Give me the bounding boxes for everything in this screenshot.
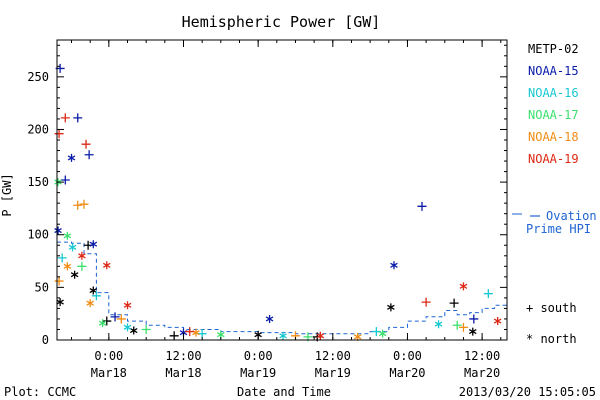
noaa-16-south-point bbox=[197, 329, 207, 339]
x-tick-date-label: Mar20 bbox=[464, 366, 500, 380]
plot-frame bbox=[56, 39, 508, 341]
y-axis-label: P [GW] bbox=[0, 173, 14, 216]
noaa-15-south-point bbox=[110, 312, 120, 322]
metp-02-south-point bbox=[102, 316, 112, 326]
legend-noaa-17: NOAA-17 bbox=[528, 108, 579, 122]
legend: METP-02 NOAA-15 NOAA-16 NOAA-17 NOAA-18 NOAA-… bbox=[512, 42, 597, 236]
noaa-19-north-point bbox=[102, 261, 111, 270]
noaa-19-south-point bbox=[185, 327, 195, 337]
noaa-15-north-point bbox=[67, 153, 76, 162]
x-tick-date-label: Mar20 bbox=[389, 366, 425, 380]
x-tick-time-label: 12:00 bbox=[165, 349, 201, 363]
noaa-15-south-point bbox=[60, 175, 70, 185]
noaa-18-south-point bbox=[458, 322, 468, 332]
noaa-19-north-point bbox=[493, 317, 502, 326]
noaa-15-south-point bbox=[84, 150, 94, 160]
noaa-18-south-point bbox=[54, 276, 64, 286]
plot-area bbox=[54, 63, 508, 342]
y-tick-label: 250 bbox=[27, 70, 49, 84]
noaa-19-south-point bbox=[421, 297, 431, 307]
noaa-19-north-point bbox=[123, 301, 132, 310]
noaa-16-south-point bbox=[57, 253, 67, 263]
noaa-15-south-point bbox=[417, 201, 427, 211]
x-tick-time-label: 12:00 bbox=[464, 349, 500, 363]
noaa-15-south-point bbox=[73, 113, 83, 123]
noaa-17-south-point bbox=[77, 261, 87, 271]
x-tick-date-label: Mar18 bbox=[165, 366, 201, 380]
metp-02-south-point bbox=[169, 331, 179, 341]
x-axis-label: Date and Time bbox=[237, 385, 331, 399]
legend-north-marker: * north bbox=[526, 332, 577, 346]
noaa-19-north-point bbox=[459, 282, 468, 291]
x-tick-date-label: Mar19 bbox=[315, 366, 351, 380]
metp-02-north-point bbox=[89, 286, 98, 295]
axes: 0 50 100 150 200 250 0:00 Mar18 12:00 Mar18 0:00 Ma… bbox=[27, 40, 507, 380]
noaa-19-south-point bbox=[81, 139, 91, 149]
noaa-16-south-point bbox=[483, 289, 493, 299]
noaa-19-south-point bbox=[54, 129, 64, 139]
noaa-18-north-point bbox=[63, 262, 72, 271]
chart-title: Hemispheric Power [GW] bbox=[182, 13, 381, 31]
noaa-15-north-point bbox=[54, 226, 62, 235]
noaa-17-north-point bbox=[98, 319, 107, 328]
noaa-17-north-point bbox=[63, 231, 72, 240]
x-tick-time-label: 12:00 bbox=[315, 349, 351, 363]
noaa-17-south-point bbox=[141, 324, 151, 334]
noaa-19-south-point bbox=[60, 113, 70, 123]
legend-noaa-15: NOAA-15 bbox=[528, 64, 579, 78]
legend-metp-02: METP-02 bbox=[528, 42, 579, 56]
noaa-18-south-point bbox=[73, 200, 83, 210]
y-tick-label: 0 bbox=[42, 333, 49, 347]
y-tick-label: 200 bbox=[27, 122, 49, 136]
noaa-16-north-point bbox=[123, 323, 132, 332]
noaa-18-south-point bbox=[116, 314, 126, 324]
plot-credit: Plot: CCMC bbox=[4, 385, 76, 399]
x-tick-date-label: Mar18 bbox=[91, 366, 127, 380]
metp-02-north-point bbox=[468, 327, 477, 336]
legend-noaa-19: NOAA-19 bbox=[528, 152, 579, 166]
y-tick-label: 150 bbox=[27, 175, 49, 189]
metp-02-north-point bbox=[70, 270, 79, 279]
metp-02-north-point bbox=[56, 298, 64, 307]
noaa-19-north-point bbox=[316, 331, 325, 340]
noaa-16-north-point bbox=[68, 243, 77, 252]
x-tick-time-label: 0:00 bbox=[244, 349, 273, 363]
noaa-17-north-point bbox=[378, 329, 387, 338]
noaa-16-south-point bbox=[91, 291, 101, 301]
legend-south-marker: + south bbox=[526, 301, 577, 315]
noaa-16-north-point bbox=[434, 320, 443, 329]
noaa-15-south-point bbox=[469, 314, 479, 324]
noaa-18-south-point bbox=[79, 199, 89, 209]
metp-02-north-point bbox=[387, 303, 395, 312]
legend-ovation-label: Ovation bbox=[546, 209, 597, 223]
metp-02-north-point bbox=[129, 326, 138, 335]
y-tick-label: 100 bbox=[27, 228, 49, 242]
noaa-19-north-point bbox=[78, 251, 86, 260]
plot-timestamp: 2013/03/20 15:05:05 bbox=[459, 385, 596, 399]
noaa-15-north-point bbox=[89, 240, 98, 249]
x-tick-time-label: 0:00 bbox=[393, 349, 422, 363]
metp-02-south-point bbox=[449, 298, 459, 308]
noaa-15-north-point bbox=[390, 261, 398, 270]
legend-ovation-label-2: Prime HPI bbox=[526, 222, 591, 236]
x-tick-time-label: 0:00 bbox=[94, 349, 123, 363]
legend-noaa-16: NOAA-16 bbox=[528, 86, 579, 100]
legend-noaa-18: NOAA-18 bbox=[528, 130, 579, 144]
x-tick-date-label: Mar19 bbox=[240, 366, 276, 380]
noaa-17-south-point bbox=[452, 320, 462, 330]
noaa-18-north-point bbox=[86, 299, 94, 308]
noaa-15-north-point bbox=[265, 314, 274, 323]
y-tick-label: 50 bbox=[35, 280, 49, 294]
noaa-16-north-point bbox=[279, 331, 287, 340]
